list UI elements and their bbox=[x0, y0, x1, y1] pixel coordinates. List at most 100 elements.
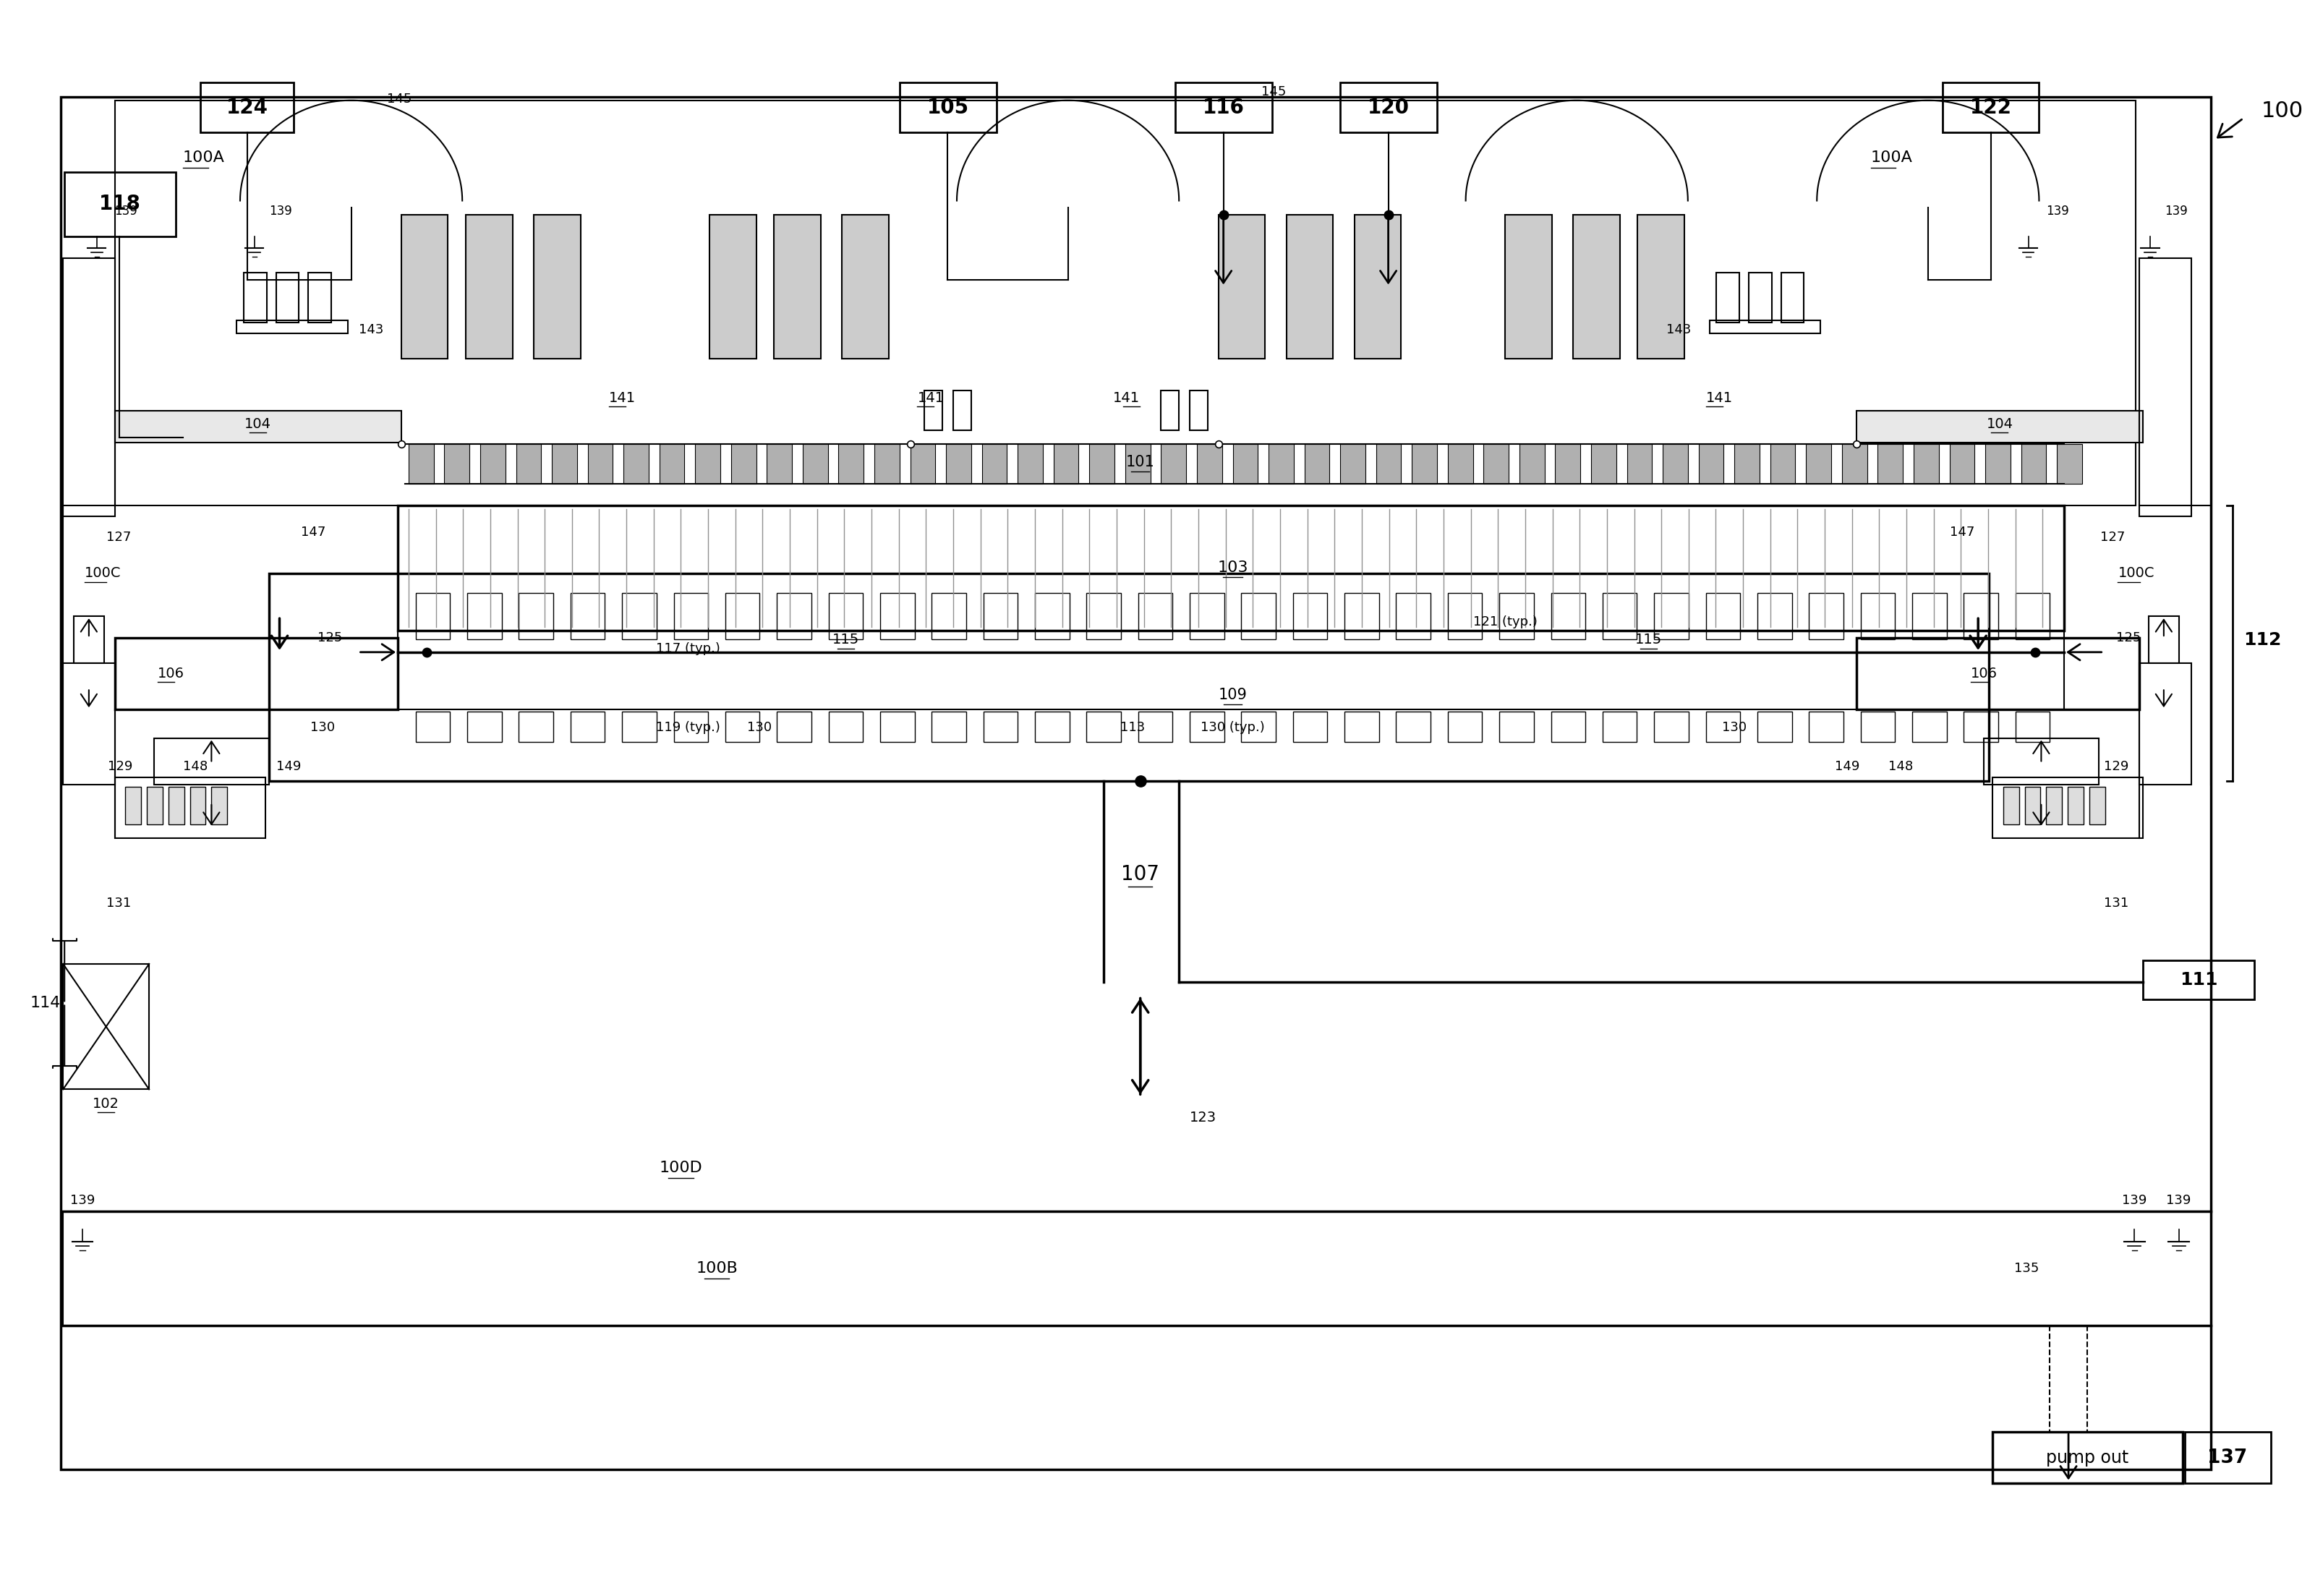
Text: 123: 123 bbox=[1190, 1111, 1215, 1125]
Bar bbox=[1190, 391, 1209, 429]
Bar bbox=[417, 712, 451, 742]
Bar bbox=[1807, 444, 1830, 484]
Bar bbox=[1294, 712, 1328, 742]
Bar bbox=[674, 712, 709, 742]
Bar bbox=[1733, 444, 1759, 484]
Bar bbox=[1160, 444, 1186, 484]
Bar bbox=[518, 712, 552, 742]
Bar bbox=[1448, 444, 1473, 484]
Bar bbox=[1377, 444, 1402, 484]
Text: 117 (typ.): 117 (typ.) bbox=[656, 642, 721, 654]
Bar bbox=[1699, 444, 1724, 484]
Text: 125: 125 bbox=[2116, 632, 2141, 645]
Bar bbox=[191, 787, 205, 824]
Bar bbox=[1913, 444, 1938, 484]
Bar bbox=[1637, 215, 1685, 359]
Bar bbox=[695, 444, 721, 484]
Bar bbox=[147, 787, 163, 824]
Bar bbox=[725, 592, 760, 640]
Bar bbox=[115, 777, 265, 838]
Text: 114: 114 bbox=[30, 996, 60, 1010]
Bar bbox=[900, 83, 997, 132]
Text: 100D: 100D bbox=[658, 1160, 702, 1175]
Bar bbox=[1397, 592, 1430, 640]
Text: 147: 147 bbox=[1950, 527, 1975, 539]
Bar bbox=[1137, 712, 1172, 742]
Bar bbox=[1397, 712, 1430, 742]
Bar bbox=[60, 97, 2212, 1470]
Bar bbox=[1994, 1432, 2182, 1483]
Bar bbox=[124, 787, 140, 824]
Bar bbox=[1054, 444, 1080, 484]
Bar bbox=[1655, 592, 1690, 640]
Text: 129: 129 bbox=[2104, 760, 2129, 774]
Text: 139: 139 bbox=[2046, 204, 2069, 219]
Bar bbox=[62, 1211, 2212, 1326]
Bar bbox=[1756, 592, 1791, 640]
Bar bbox=[983, 592, 1017, 640]
Bar bbox=[1756, 712, 1791, 742]
Bar bbox=[838, 444, 863, 484]
Bar bbox=[1572, 215, 1621, 359]
Text: 139: 139 bbox=[2164, 204, 2187, 219]
Bar bbox=[481, 444, 504, 484]
Bar bbox=[843, 215, 889, 359]
Bar bbox=[62, 259, 115, 516]
Bar bbox=[1305, 444, 1331, 484]
Text: 115: 115 bbox=[833, 634, 859, 646]
Bar bbox=[1287, 215, 1333, 359]
Bar bbox=[2046, 787, 2063, 824]
Bar bbox=[1190, 712, 1225, 742]
Text: 100B: 100B bbox=[695, 1261, 737, 1275]
Bar bbox=[1340, 444, 1365, 484]
Bar bbox=[1552, 592, 1586, 640]
Bar bbox=[1782, 273, 1805, 322]
Bar bbox=[1943, 83, 2040, 132]
Bar bbox=[1499, 712, 1533, 742]
Bar bbox=[875, 444, 900, 484]
Text: 101: 101 bbox=[1126, 455, 1156, 469]
Bar bbox=[829, 712, 863, 742]
Bar bbox=[1984, 739, 2099, 785]
Bar bbox=[237, 321, 348, 334]
Text: 104: 104 bbox=[1987, 418, 2012, 431]
Bar bbox=[1448, 592, 1482, 640]
Text: 149: 149 bbox=[276, 760, 302, 774]
Bar bbox=[1770, 444, 1796, 484]
Bar bbox=[534, 215, 580, 359]
Text: 147: 147 bbox=[302, 527, 327, 539]
Bar bbox=[1964, 712, 1998, 742]
Bar bbox=[1913, 592, 1947, 640]
Bar bbox=[1506, 215, 1552, 359]
Bar bbox=[983, 712, 1017, 742]
Text: 139: 139 bbox=[269, 204, 292, 219]
Text: 141: 141 bbox=[610, 391, 635, 405]
Text: 139: 139 bbox=[69, 1194, 94, 1207]
Text: 100C: 100C bbox=[85, 567, 122, 581]
Text: 139: 139 bbox=[115, 204, 138, 219]
Bar bbox=[1137, 592, 1172, 640]
Bar bbox=[417, 592, 451, 640]
Bar bbox=[1294, 592, 1328, 640]
Bar bbox=[709, 215, 755, 359]
Bar bbox=[1913, 712, 1947, 742]
Bar bbox=[776, 712, 810, 742]
Bar bbox=[1706, 592, 1740, 640]
Bar bbox=[200, 83, 295, 132]
Bar bbox=[1268, 444, 1294, 484]
Bar bbox=[1344, 712, 1379, 742]
Text: 148: 148 bbox=[182, 760, 207, 774]
Text: 116: 116 bbox=[1204, 97, 1245, 118]
Bar bbox=[212, 787, 228, 824]
Bar bbox=[1089, 444, 1114, 484]
Bar bbox=[658, 444, 684, 484]
Bar bbox=[2058, 444, 2081, 484]
Bar bbox=[276, 273, 299, 322]
Bar bbox=[244, 273, 267, 322]
Bar bbox=[1176, 83, 1273, 132]
Text: pump out: pump out bbox=[2046, 1449, 2129, 1467]
Bar bbox=[444, 444, 470, 484]
Bar bbox=[115, 101, 2136, 506]
Bar bbox=[308, 273, 331, 322]
Bar bbox=[1602, 712, 1637, 742]
